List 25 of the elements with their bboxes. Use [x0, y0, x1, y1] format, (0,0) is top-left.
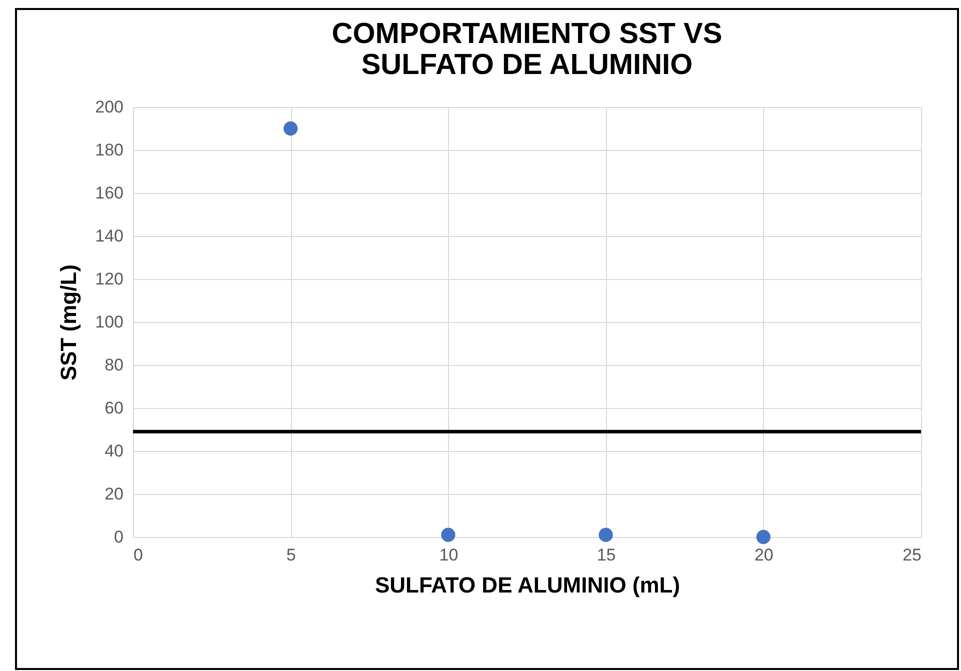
x-tick-label: 25 — [902, 546, 922, 564]
y-tick-label: 80 — [104, 356, 124, 374]
text: COMPORTAMIENTO SST VS — [332, 18, 722, 50]
x-tick-label: 0 — [134, 546, 143, 564]
x-tick-label: 15 — [596, 546, 616, 564]
point — [756, 530, 770, 544]
point — [441, 528, 456, 542]
x-tick-label: 20 — [754, 546, 774, 564]
x-tick-label: 5 — [286, 546, 296, 564]
y-tick-label: 40 — [104, 442, 124, 460]
y-axis-title: SST (mg/L) — [56, 264, 82, 381]
x-tick-label: 10 — [439, 546, 458, 564]
y-tick-label: 120 — [95, 270, 124, 288]
y-tick-label: 0 — [114, 528, 124, 546]
point — [284, 121, 298, 136]
y-tick-label: 60 — [104, 398, 124, 418]
y-tick-label: 160 — [95, 184, 124, 202]
point — [598, 528, 613, 542]
y-tick-label: 140 — [95, 226, 124, 246]
y-tick-label: 100 — [95, 312, 124, 332]
y-tick-label: 20 — [104, 484, 124, 504]
x-axis-title: SULFATO DE ALUMINIO (mL) — [374, 572, 680, 598]
y-tick-label: 180 — [95, 140, 124, 160]
text: SULFATO DE ALUMINIO — [361, 49, 693, 81]
y-tick-label: 200 — [95, 98, 124, 116]
